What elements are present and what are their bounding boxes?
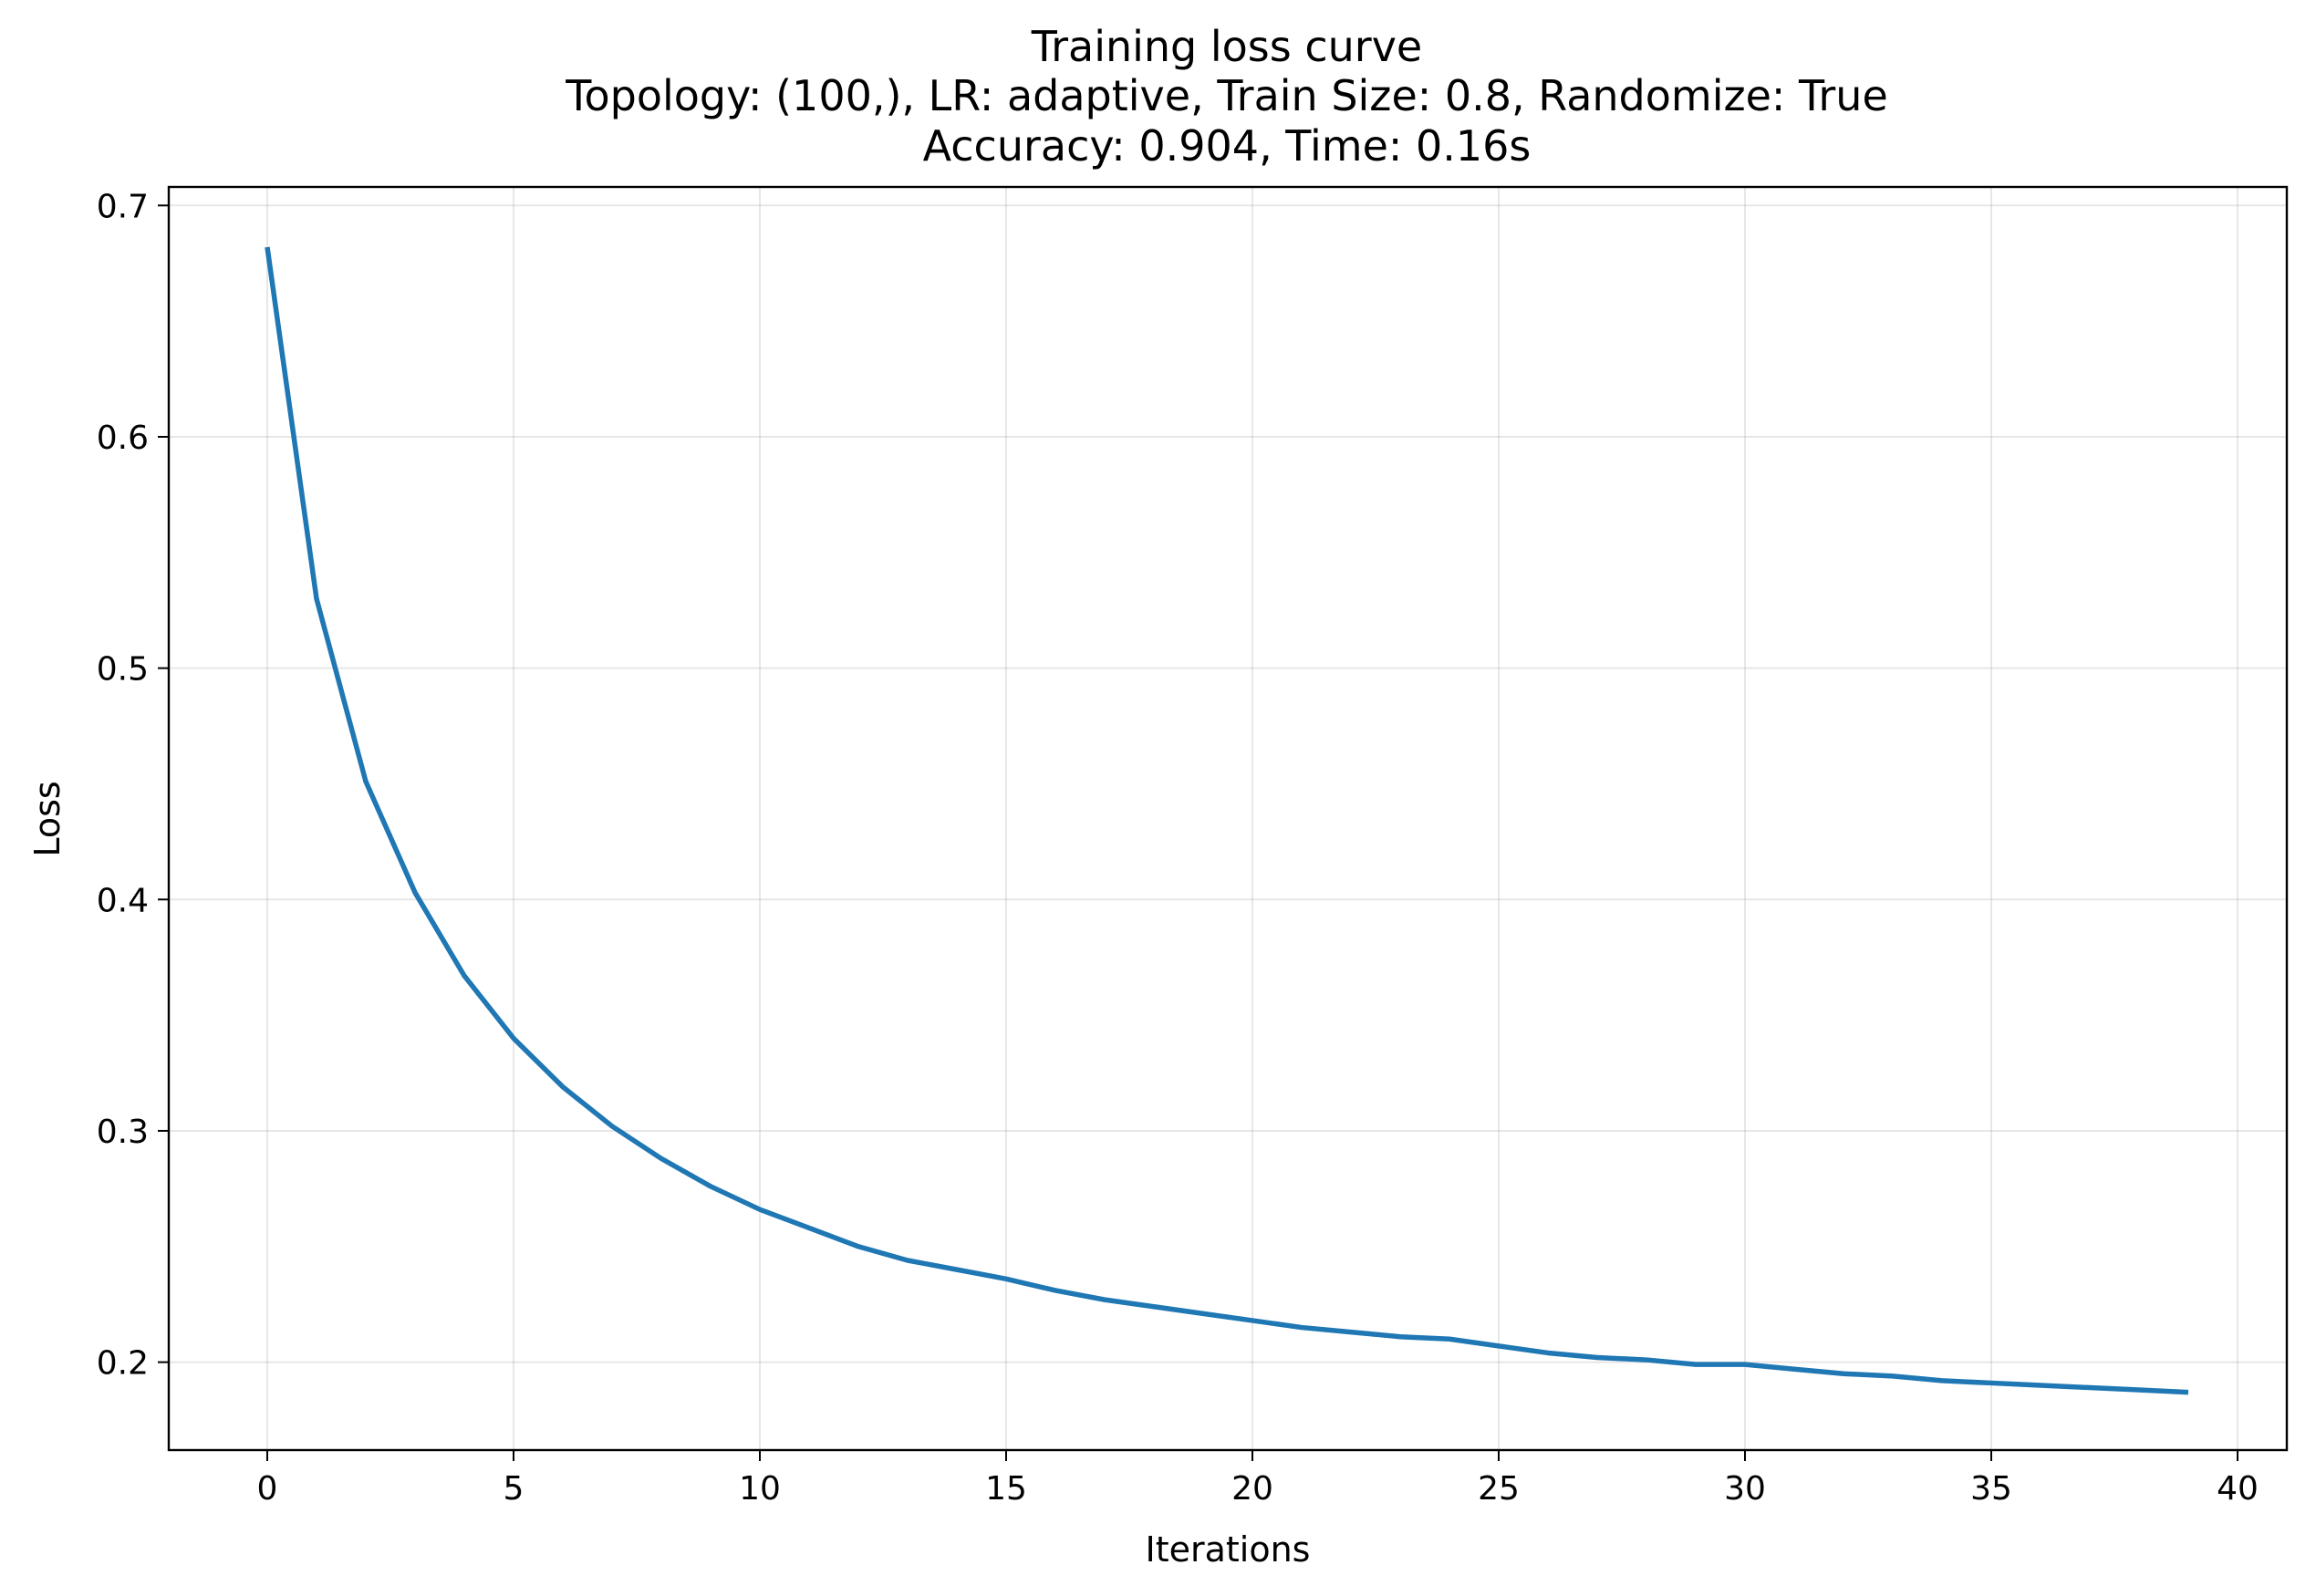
- axis-ticks: 0 5 10 15 20 25 30 35 40 0.2 0.3 0.4 0.5 0.6 0.7: [97, 188, 2259, 1508]
- y-tick-label: 0.2: [97, 1345, 149, 1383]
- x-tick-label: 30: [1724, 1470, 1766, 1508]
- x-tick-label: 20: [1231, 1470, 1273, 1508]
- y-tick-label: 0.3: [97, 1114, 149, 1151]
- y-tick-label: 0.4: [97, 882, 149, 919]
- y-tick-label: 0.7: [97, 188, 149, 225]
- chart-subtitle-line-2: Accuracy: 0.904, Time: 0.16s: [923, 121, 1532, 171]
- x-axis-label: Iterations: [1146, 1529, 1311, 1570]
- x-tick-label: 5: [504, 1470, 524, 1508]
- x-tick-label: 15: [985, 1470, 1027, 1508]
- axes-frame: [167, 185, 2289, 1452]
- x-tick-label: 35: [1970, 1470, 2012, 1508]
- loss-series-line: [265, 246, 2189, 1395]
- y-tick-label: 0.6: [97, 420, 149, 457]
- y-tick-label: 0.5: [97, 651, 149, 689]
- grid-lines: [169, 187, 2287, 1450]
- x-tick-label: 10: [739, 1470, 781, 1508]
- chart-title: Training loss curve: [1031, 22, 1423, 71]
- y-axis-label: Loss: [27, 781, 68, 856]
- x-tick-label: 40: [2217, 1470, 2259, 1508]
- x-tick-label: 25: [1478, 1470, 1520, 1508]
- series-layer: [265, 246, 2189, 1395]
- chart-subtitle-line-1: Topology: (100,), LR: adaptive, Train Si…: [565, 71, 1888, 120]
- x-tick-label: 0: [257, 1470, 278, 1508]
